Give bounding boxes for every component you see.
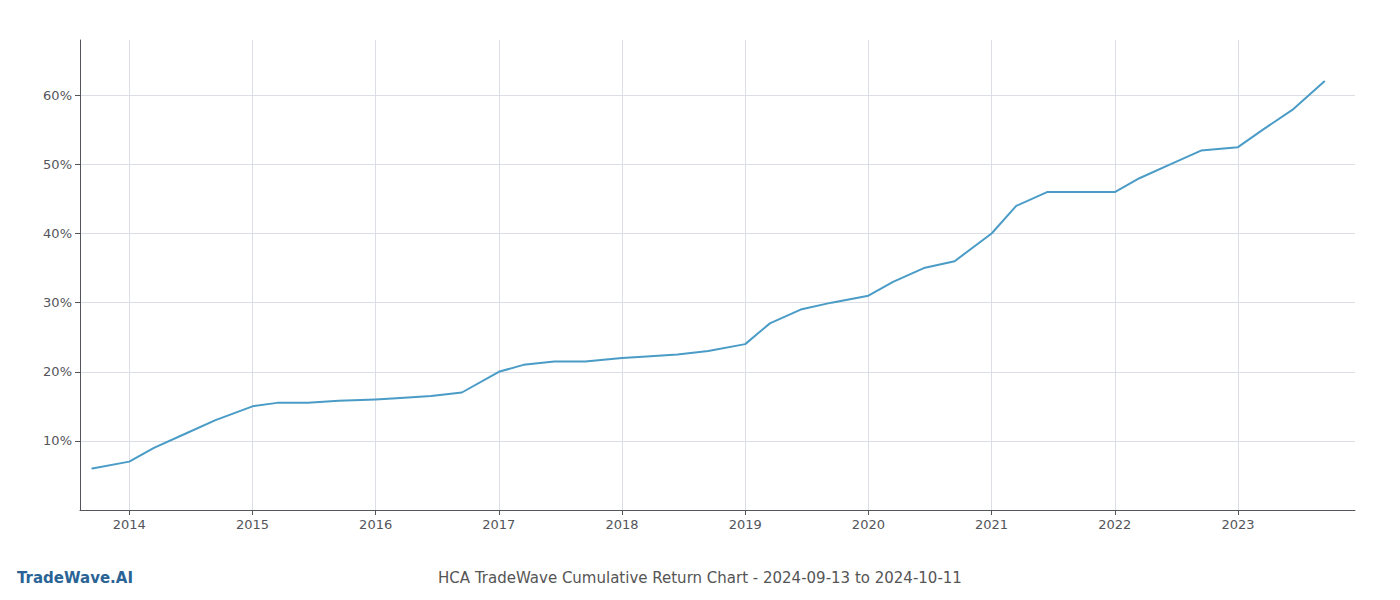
svg-text:2015: 2015	[236, 517, 269, 532]
svg-text:30%: 30%	[43, 295, 72, 310]
svg-text:2021: 2021	[975, 517, 1008, 532]
svg-text:20%: 20%	[43, 364, 72, 379]
svg-text:2018: 2018	[605, 517, 638, 532]
svg-text:2023: 2023	[1221, 517, 1254, 532]
svg-text:2016: 2016	[359, 517, 392, 532]
svg-text:2019: 2019	[729, 517, 762, 532]
svg-text:2017: 2017	[482, 517, 515, 532]
svg-text:HCA TradeWave Cumulative Retur: HCA TradeWave Cumulative Return Chart - …	[438, 569, 962, 587]
svg-text:2020: 2020	[852, 517, 885, 532]
svg-text:50%: 50%	[43, 157, 72, 172]
svg-text:40%: 40%	[43, 226, 72, 241]
svg-text:2022: 2022	[1098, 517, 1131, 532]
svg-text:2014: 2014	[113, 517, 146, 532]
svg-text:60%: 60%	[43, 88, 72, 103]
svg-text:TradeWave.AI: TradeWave.AI	[17, 569, 133, 587]
svg-text:10%: 10%	[43, 433, 72, 448]
